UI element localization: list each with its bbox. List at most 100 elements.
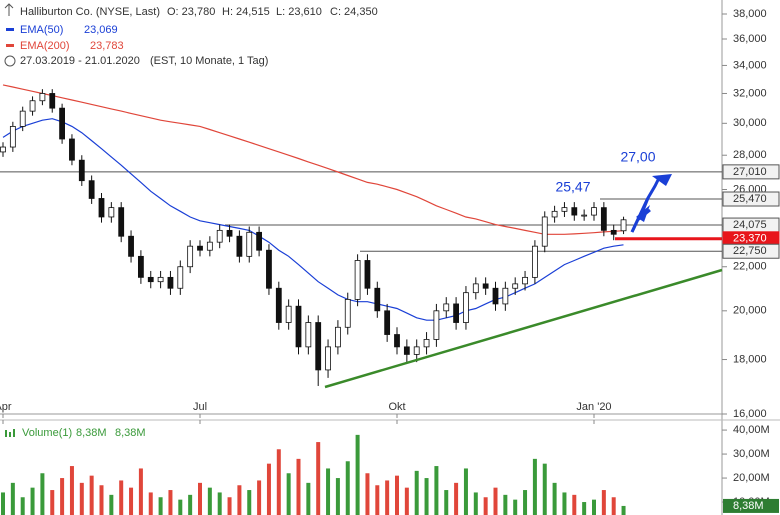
volume-bar [247, 490, 252, 515]
legend-value: 23,783 [90, 40, 124, 52]
candle-body [275, 287, 282, 323]
candle-body [266, 249, 272, 289]
candle-body [443, 303, 450, 312]
candle-body [167, 276, 174, 289]
volume-bar [257, 480, 262, 515]
legend-swatch [6, 44, 14, 47]
volume-last-box [723, 498, 779, 513]
candle-body [394, 334, 400, 348]
candle-body [187, 245, 194, 268]
y-tick-label: 30,000 [733, 117, 767, 129]
candle-body [423, 339, 430, 348]
level-label: 25,470 [733, 193, 767, 205]
volume-bar [79, 482, 84, 515]
candle-body [571, 207, 578, 216]
volume-bar [20, 497, 25, 515]
level-label: 27,010 [733, 166, 767, 178]
candle-body [49, 93, 56, 109]
candle-body [384, 310, 391, 335]
y-tick-label: 40,00M [733, 424, 770, 436]
volume-bar [1, 492, 5, 515]
candle-body [344, 298, 351, 328]
candle-body [295, 305, 302, 348]
candle-body [29, 100, 36, 112]
volume-bar [50, 490, 55, 515]
x-tick-label: Jan '20 [576, 401, 611, 413]
candle-body [246, 231, 253, 257]
annotation: 27,00 [620, 149, 655, 165]
candle-body [236, 235, 243, 257]
volume-bar [89, 475, 94, 515]
y-tick-label: 34,000 [733, 59, 767, 71]
clock-icon [4, 55, 16, 67]
candle-body [157, 276, 164, 283]
volume-bar [129, 487, 134, 515]
candle-body [551, 210, 558, 218]
volume-bar [493, 487, 498, 515]
volume-bar [542, 463, 547, 515]
candle-body [354, 260, 361, 300]
candle-body [39, 93, 46, 102]
y-tick-label: 30,00M [733, 448, 770, 460]
level-label: 24,075 [733, 219, 767, 231]
level-label-box [722, 243, 780, 259]
volume-bar [296, 458, 301, 515]
volume-bar [562, 492, 567, 515]
candle-body [197, 245, 203, 251]
legend-swatch [6, 28, 14, 31]
volume-bar [611, 497, 616, 515]
volume-bar [266, 463, 271, 515]
volume-bar [188, 494, 193, 515]
candle-body [600, 207, 607, 231]
candle-body [9, 126, 16, 148]
info-open: O: 23,780 [167, 6, 215, 18]
volume-bar [454, 482, 459, 515]
candle-body [59, 107, 65, 140]
candle-body [403, 346, 410, 355]
volume-bar [365, 473, 370, 515]
period: 27.03.2019 - 21.01.2020 [20, 55, 140, 67]
volume-icon [9, 432, 11, 437]
candle-body [315, 322, 322, 371]
volume-bar [503, 494, 508, 515]
volume-bar [207, 487, 212, 515]
volume-bar [138, 468, 143, 515]
y-tick-label: 22,000 [733, 261, 767, 273]
x-tick-label: Apr [0, 401, 12, 413]
volume-bar [532, 458, 537, 515]
legend-value: 23,069 [84, 24, 118, 36]
ema-line [2, 84, 624, 235]
candle-body [108, 207, 115, 218]
candle-body [522, 276, 528, 285]
volume-bar [592, 499, 596, 515]
candle-body [19, 110, 26, 127]
candle-body [206, 241, 213, 251]
y-tick-label: 28,000 [733, 149, 767, 161]
volume-bar [335, 478, 340, 515]
candle-body [502, 287, 509, 305]
candle-body [610, 229, 617, 235]
candle-body [561, 207, 568, 212]
y-tick-label: 38,000 [733, 8, 767, 20]
arrow-head [636, 205, 650, 222]
candle-body [482, 283, 489, 289]
x-tick-label: Jul [193, 401, 207, 413]
chart-title: Halliburton Co. (NYSE, Last) [20, 6, 160, 18]
candle-body [285, 305, 292, 323]
volume-bar [385, 480, 390, 515]
candle-body [177, 266, 184, 289]
candle-body [137, 255, 144, 278]
candle-body [334, 326, 341, 348]
volume-bar [10, 482, 15, 515]
volume-title: Volume(1) [22, 427, 72, 439]
candle-body [88, 180, 95, 199]
y-tick-label: 20,00M [733, 472, 770, 484]
candle-body [463, 292, 469, 323]
volume-bar [582, 502, 587, 515]
candle-body [532, 245, 538, 278]
candle-body [128, 235, 134, 257]
volume-bar [326, 468, 331, 515]
candle-body [118, 207, 125, 237]
volume-bar [395, 475, 399, 515]
